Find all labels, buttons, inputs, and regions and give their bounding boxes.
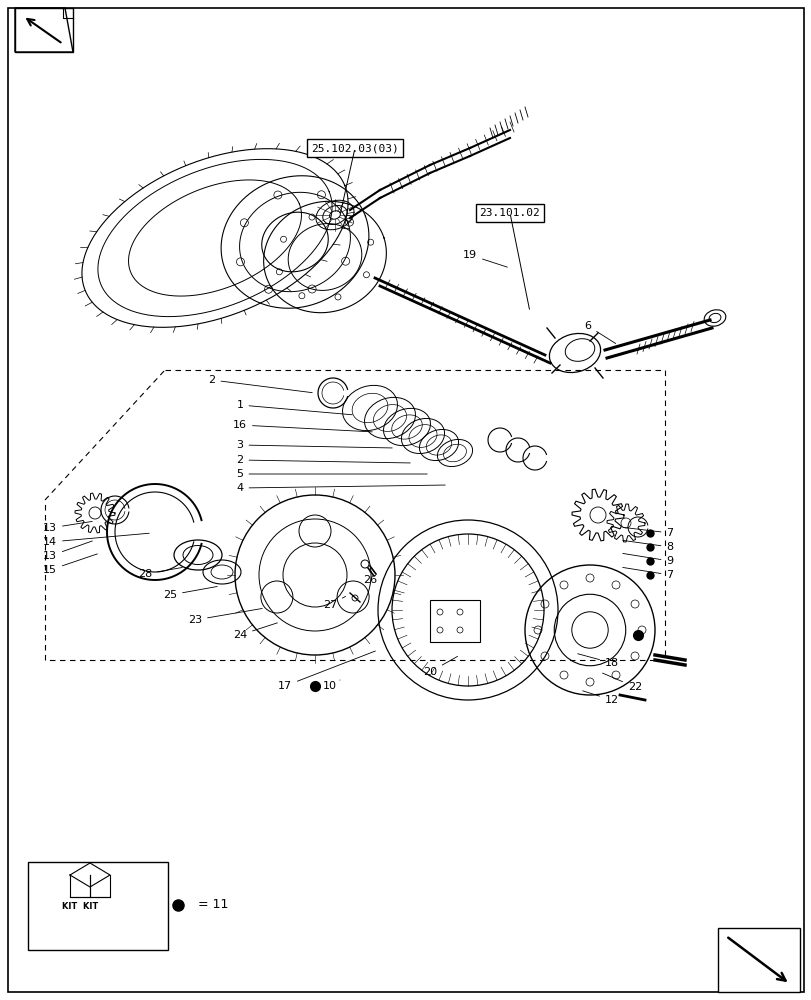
Text: 23: 23 [187, 608, 262, 625]
Text: 18: 18 [577, 654, 618, 668]
Text: 7: 7 [622, 527, 673, 538]
Text: 1: 1 [236, 400, 352, 415]
Bar [15, 8, 73, 52]
Bar [28, 862, 168, 950]
Text: 2: 2 [208, 375, 312, 393]
Text: 16: 16 [233, 420, 371, 432]
Text: 25: 25 [163, 586, 217, 600]
Bar [717, 928, 799, 992]
Text: KIT  KIT: KIT KIT [62, 902, 98, 911]
Text: 25.102.03(03): 25.102.03(03) [311, 143, 398, 153]
Text: 27: 27 [323, 596, 345, 610]
Text: 4: 4 [236, 483, 444, 493]
Text: 28: 28 [138, 567, 182, 579]
Text: = 11: = 11 [198, 898, 228, 911]
Text: 14: 14 [43, 533, 149, 547]
Text: 17: 17 [277, 651, 375, 691]
Text: 22: 22 [602, 673, 642, 692]
Text: 20: 20 [423, 656, 457, 677]
Text: 7: 7 [622, 567, 673, 580]
Text: 10: 10 [323, 680, 340, 691]
Text: 2: 2 [236, 455, 410, 465]
Text: 5: 5 [236, 469, 427, 479]
Text: 3: 3 [236, 440, 392, 450]
Text: 9: 9 [622, 553, 673, 566]
Text: 13: 13 [43, 521, 92, 533]
Text: 19: 19 [462, 250, 507, 267]
Text: 24: 24 [233, 623, 277, 640]
Text: 26: 26 [363, 570, 376, 585]
Text: 23.101.02: 23.101.02 [479, 208, 539, 218]
Text: 12: 12 [582, 691, 618, 705]
Text: 8: 8 [622, 540, 673, 552]
Text: 6: 6 [584, 321, 615, 344]
Text: 13: 13 [43, 541, 92, 561]
Text: 15: 15 [43, 554, 97, 575]
Bar [430, 600, 479, 642]
